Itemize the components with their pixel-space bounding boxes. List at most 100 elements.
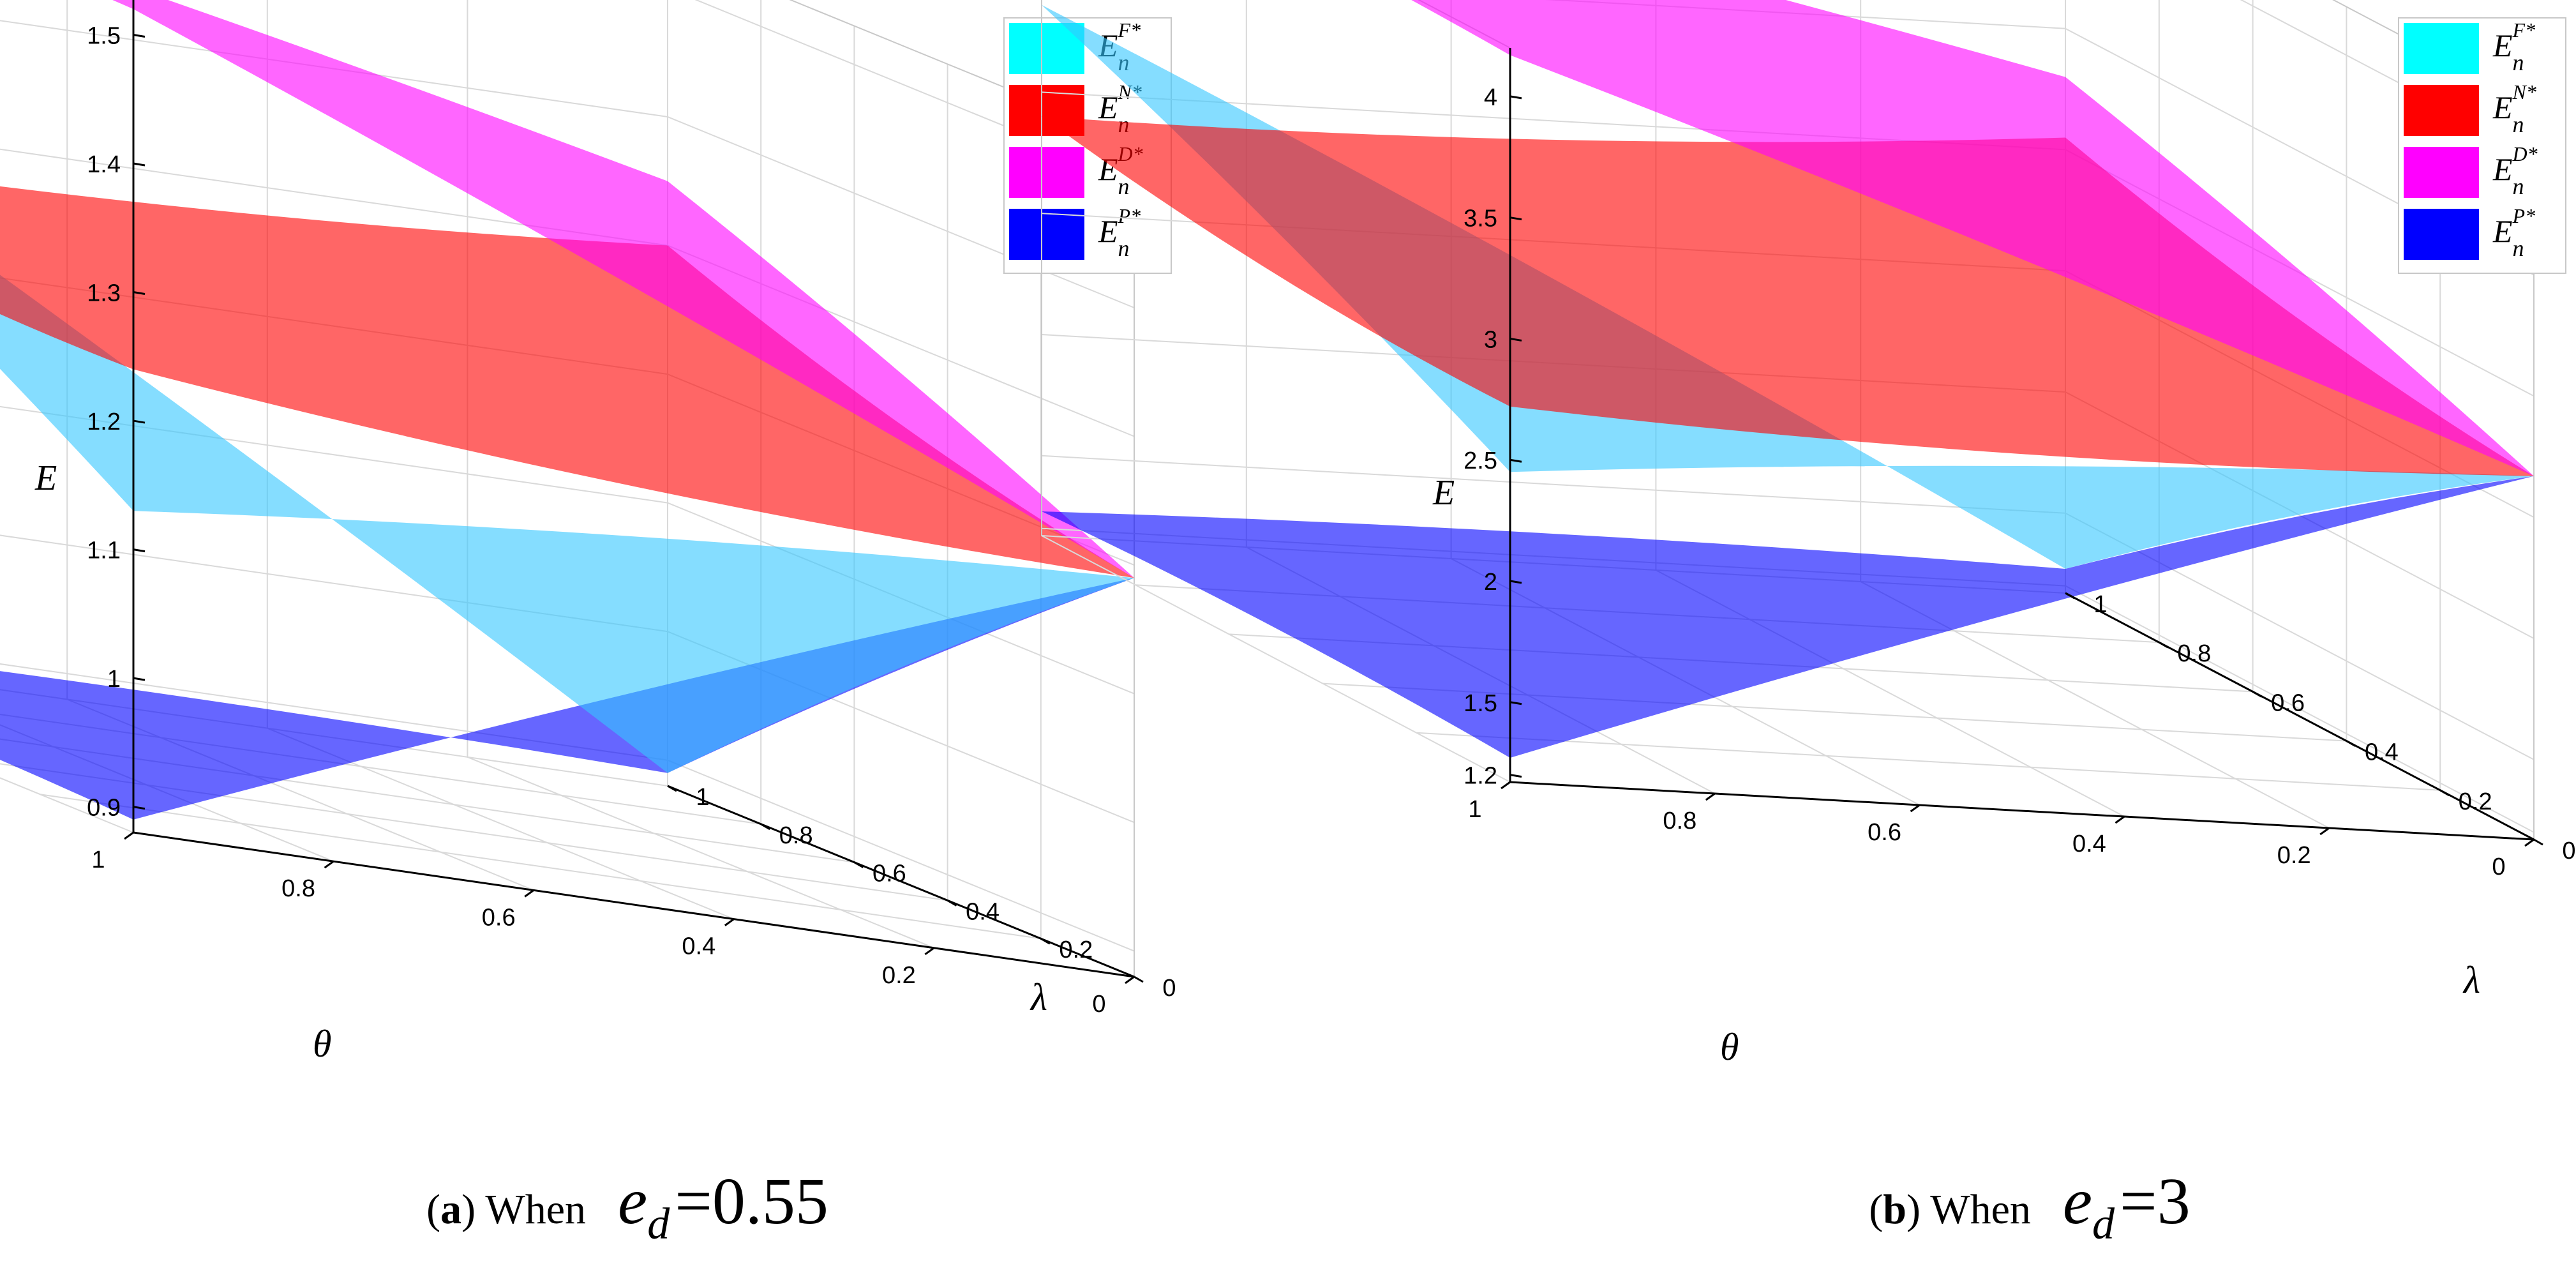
z-tick-6 xyxy=(1509,95,1522,100)
z-axis-title: E xyxy=(34,458,57,498)
legend-sup: N* xyxy=(2512,80,2536,103)
theta-tick-label-5: 1 xyxy=(91,847,105,873)
z-tick-label-5: 1.4 xyxy=(87,151,121,178)
chart-panel-b: 1.2 1.5 2 2.5 3 3.5 4 0 0.2 0.4 0.6 0.8 1 0 0.2 0.4 0.6 0… xyxy=(1041,0,2576,1249)
gridline-z-6 xyxy=(2240,0,2535,154)
axes xyxy=(1501,48,2543,847)
theta-tick-5 xyxy=(1501,781,1511,790)
chart-panel-a: 0.9 1 1.1 1.2 1.3 1.4 1.5 0 0.2 0.4 0.6 0.8 1 0 0.2 0.4… xyxy=(0,0,1176,1249)
lambda-tick-label-4: 0.8 xyxy=(779,822,813,849)
legend: EnF*EnN*EnD*EnP* xyxy=(2398,17,2566,274)
theta-tick-5 xyxy=(124,831,134,840)
z-tick-label-2: 2 xyxy=(1484,569,1497,596)
legend-swatch-D xyxy=(2404,147,2479,198)
z-tick-5 xyxy=(1509,216,1522,221)
lambda-tick-4 xyxy=(760,823,770,831)
caption-sub: d xyxy=(2092,1200,2115,1249)
theta-axis-title: θ xyxy=(1720,1026,1739,1068)
z-tick-label-0: 0.9 xyxy=(87,795,121,822)
lambda-tick-2 xyxy=(2346,740,2356,747)
legend-sub: n xyxy=(1118,174,1130,199)
legend-sup: F* xyxy=(1118,19,1141,41)
lambda-tick-label-2: 0.4 xyxy=(2365,739,2399,766)
z-tick-1 xyxy=(133,677,146,681)
surfaces xyxy=(0,0,1134,820)
theta-tick-0 xyxy=(2524,838,2535,847)
legend-label-N: En N* xyxy=(2492,80,2536,137)
legend-label-P: En P* xyxy=(2492,204,2535,261)
theta-tick-1 xyxy=(924,947,935,956)
z-tick-label-3: 2.5 xyxy=(1464,448,1497,474)
lambda-tick-1 xyxy=(2439,789,2450,797)
lambda-axis-line xyxy=(667,785,1135,978)
z-tick-6 xyxy=(133,33,146,38)
legend-sub: n xyxy=(2513,236,2524,261)
lambda-tick-label-4: 0.8 xyxy=(2177,640,2211,667)
lambda-tick-label-5: 1 xyxy=(696,784,709,811)
legend-base: E xyxy=(2492,213,2513,249)
caption-open: ( xyxy=(426,1186,440,1233)
z-tick-4 xyxy=(133,291,146,296)
lambda-axis-title: λ xyxy=(1030,976,1047,1018)
surface-EP xyxy=(0,578,1134,820)
z-tick-label-3: 1.2 xyxy=(87,409,121,435)
theta-tick-3 xyxy=(524,889,535,898)
theta-tick-label-4: 0.8 xyxy=(1663,808,1696,834)
z-tick-label-2: 1.1 xyxy=(87,538,121,564)
lambda-tick-label-1: 0.2 xyxy=(2459,788,2492,815)
surfaces xyxy=(1042,0,2534,758)
caption-word: When xyxy=(485,1186,586,1233)
surface-EN xyxy=(0,186,1134,578)
legend-label-P: En P* xyxy=(1098,204,1141,261)
z-tick-3 xyxy=(1509,458,1522,463)
z-axis-title: E xyxy=(1432,473,1455,513)
lambda-tick-3 xyxy=(2252,691,2263,698)
lambda-tick-5 xyxy=(2065,592,2075,599)
caption-close: ) xyxy=(461,1186,485,1233)
theta-tick-label-0: 0 xyxy=(1092,991,1105,1018)
surface-EF xyxy=(0,275,1134,773)
legend-sub: n xyxy=(2513,112,2524,137)
lambda-tick-label-3: 0.6 xyxy=(872,861,906,887)
z-tick-2 xyxy=(133,548,146,553)
z-tick-label-1: 1 xyxy=(107,666,121,693)
caption-sub: d xyxy=(647,1200,670,1249)
legend-sub: n xyxy=(1118,236,1130,261)
surface-EN xyxy=(1042,116,2534,476)
surface-ED xyxy=(1411,0,2534,476)
lambda-tick-label-0: 0 xyxy=(1162,975,1176,1002)
lambda-tick-label-3: 0.6 xyxy=(2271,690,2305,716)
theta-tick-label-3: 0.6 xyxy=(1868,819,1901,846)
caption-eq: = xyxy=(2120,1164,2157,1238)
legend-label-D: En D* xyxy=(2492,142,2538,199)
panel-caption: (b) When ed=3 xyxy=(1869,1164,2190,1249)
theta-tick-label-0: 0 xyxy=(2492,854,2505,880)
theta-axis-title: θ xyxy=(313,1023,331,1065)
legend-base: E xyxy=(2492,27,2513,63)
lambda-tick-2 xyxy=(947,900,957,907)
legend-sup: D* xyxy=(2512,142,2538,165)
legend-sub: n xyxy=(2513,174,2524,199)
box-outline xyxy=(789,0,1135,977)
legend-sup: P* xyxy=(2512,204,2536,227)
lambda-tick-1 xyxy=(1040,937,1051,945)
theta-axis-line xyxy=(1509,781,2535,841)
legend-base: E xyxy=(1098,89,1118,125)
theta-tick-3 xyxy=(1910,804,1921,813)
theta-tick-4 xyxy=(324,860,334,869)
lambda-tick-3 xyxy=(853,861,864,868)
z-tick-label-0: 1.2 xyxy=(1464,763,1497,790)
lambda-tick-label-5: 1 xyxy=(2093,591,2107,618)
theta-tick-label-3: 0.6 xyxy=(482,904,516,931)
z-tick-label-6: 4 xyxy=(1484,84,1497,111)
z-tick-1 xyxy=(1509,701,1522,705)
theta-tick-2 xyxy=(724,918,735,926)
theta-tick-4 xyxy=(1705,792,1716,801)
theta-tick-label-2: 0.4 xyxy=(2072,831,2106,857)
legend-swatch-P xyxy=(1009,209,1084,260)
theta-tick-0 xyxy=(1125,976,1135,984)
lambda-tick-label-0: 0 xyxy=(2562,838,2575,864)
z-tick-5 xyxy=(133,162,146,167)
box-top-edge xyxy=(789,0,1135,141)
